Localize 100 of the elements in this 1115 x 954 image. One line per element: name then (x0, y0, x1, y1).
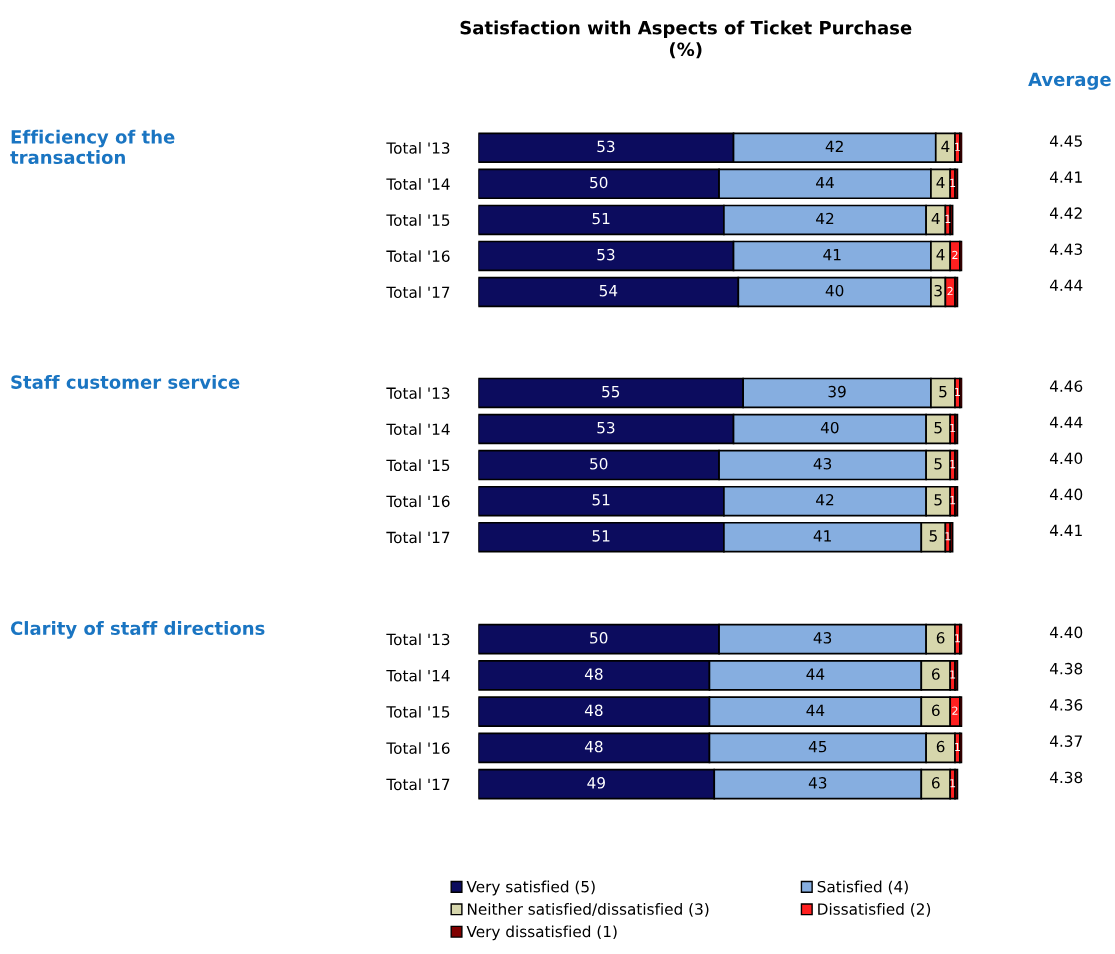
legend-label: Neither satisfied/dissatisfied (3) (467, 903, 709, 917)
data-label: 55 (602, 386, 620, 398)
data-label: 40 (820, 421, 839, 434)
text: 4.40 (1049, 488, 1083, 501)
data-label: 42 (816, 494, 834, 506)
data-label: 43 (813, 632, 832, 644)
data-label: 48 (584, 704, 603, 717)
y-tick-label: Total '13 (386, 141, 450, 154)
y-tick-label: Total '17 (386, 778, 450, 791)
y-tick-label: Total '13 (386, 633, 450, 646)
data-label: 5 (939, 386, 947, 398)
text: 4.37 (1049, 735, 1082, 747)
y-tick-label: Total '16 (386, 495, 450, 508)
y-tick-label: Total '14 (386, 423, 450, 436)
data-label: 6 (936, 632, 945, 644)
data-label: 44 (816, 176, 834, 189)
data-label: 51 (592, 212, 610, 225)
text: 4.44 (1049, 279, 1083, 291)
y-tick-label: Total '15 (386, 459, 450, 472)
text: 4.36 (1049, 699, 1083, 711)
data-label: 1 (950, 670, 956, 679)
data-label: 4 (936, 249, 945, 261)
text: 4.43 (1049, 243, 1082, 255)
bar (949, 521, 954, 553)
text: 4.44 (1049, 416, 1083, 428)
y-axis-title: Staff customer service (11, 374, 240, 389)
data-label: 1 (955, 742, 960, 751)
y-tick-label: Total '13 (386, 387, 450, 399)
legend-label: Very dissatisfied (1) (466, 925, 617, 941)
text: 4.42 (1049, 207, 1082, 219)
text: 4.38 (1049, 771, 1083, 784)
y2-axis-title: Average (1028, 72, 1111, 90)
chart-title: Satisfaction with Aspects of Ticket Purchase (%) (460, 20, 912, 59)
data-label: 43 (808, 777, 827, 789)
data-label: 53 (597, 140, 615, 153)
bar (949, 204, 954, 236)
data-label: 5 (934, 422, 942, 434)
y-tick-label: Total '17 (386, 531, 450, 544)
y-tick-label: Total '16 (386, 742, 450, 754)
y-tick-label: Total '15 (386, 214, 450, 226)
data-label: 5 (934, 494, 942, 506)
text: 4.40 (1049, 452, 1083, 465)
data-label: 1 (955, 142, 960, 151)
data-label: 1 (955, 387, 960, 397)
y-tick-label: Total '17 (386, 286, 450, 299)
data-label: 48 (584, 668, 603, 680)
data-label: 41 (823, 249, 841, 261)
data-label: 1 (950, 423, 956, 433)
data-label: 45 (808, 741, 827, 753)
data-label: 50 (590, 457, 608, 470)
data-label: 48 (584, 740, 603, 753)
text: 4.40 (1049, 626, 1083, 639)
data-label: 49 (587, 777, 605, 789)
y-axis-title: Efficiency of the transaction (10, 129, 175, 165)
data-label: 2 (947, 286, 953, 296)
data-label: 51 (592, 494, 610, 506)
data-label: 41 (813, 530, 831, 542)
data-label: 1 (950, 460, 956, 469)
text: 4.38 (1049, 662, 1083, 675)
data-label: 1 (950, 496, 956, 505)
data-label: 39 (828, 385, 846, 398)
data-label: 4 (936, 176, 945, 189)
legend-label: Very satisfied (5) (466, 880, 595, 896)
legend-label: Satisfied (4) (817, 880, 908, 895)
data-label: 1 (950, 178, 956, 187)
data-label: 42 (825, 140, 843, 152)
data-label: 50 (590, 632, 608, 644)
y-axis-title: Clarity of staff directions (10, 621, 265, 639)
legend-label: Dissatisfied (2) (818, 903, 931, 917)
data-label: 1 (950, 779, 956, 788)
data-label: 42 (816, 212, 834, 225)
text: 4.46 (1049, 380, 1083, 392)
data-label: 2 (952, 706, 958, 715)
data-label: 6 (931, 704, 940, 717)
data-label: 40 (825, 284, 844, 297)
data-label: 1 (955, 634, 960, 643)
data-label: 2 (952, 250, 958, 260)
data-label: 6 (931, 777, 940, 789)
data-label: 5 (929, 530, 937, 542)
data-label: 54 (599, 285, 618, 297)
data-label: 50 (590, 176, 608, 189)
text: 4.41 (1049, 171, 1082, 183)
data-label: 53 (597, 248, 615, 261)
data-label: 53 (597, 421, 615, 434)
data-label: 4 (941, 140, 950, 152)
data-label: 6 (931, 668, 940, 680)
y-tick-label: Total '14 (386, 178, 450, 190)
y-tick-label: Total '16 (386, 250, 450, 262)
data-label: 51 (592, 530, 610, 542)
data-label: 6 (936, 740, 945, 753)
data-label: 43 (813, 457, 832, 470)
text: 4.41 (1049, 524, 1082, 536)
data-label: 5 (934, 458, 942, 470)
y-tick-label: Total '15 (386, 705, 450, 718)
data-label: 4 (931, 212, 940, 225)
data-label: 44 (806, 704, 825, 716)
data-label: 44 (806, 668, 825, 680)
data-label: 3 (934, 284, 942, 297)
y-tick-label: Total '14 (386, 669, 450, 682)
text: 4.45 (1049, 135, 1082, 147)
